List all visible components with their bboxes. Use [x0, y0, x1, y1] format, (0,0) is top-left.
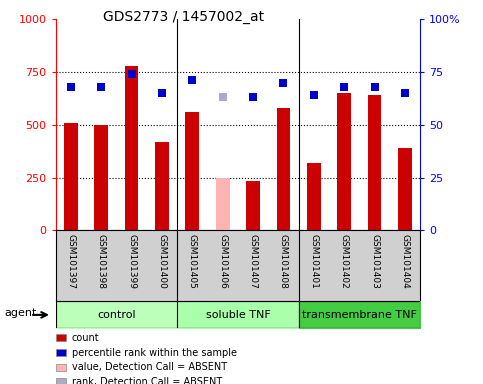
Bar [246, 181, 260, 230]
Bar [277, 108, 290, 230]
Bar [185, 112, 199, 230]
Bar [64, 123, 78, 230]
Text: GSM101404: GSM101404 [400, 234, 410, 289]
Bar [125, 66, 138, 230]
Text: GSM101401: GSM101401 [309, 234, 318, 289]
Text: GSM101405: GSM101405 [188, 234, 197, 289]
Bar [216, 177, 229, 230]
Text: GSM101397: GSM101397 [66, 234, 75, 289]
Text: transmembrane TNF: transmembrane TNF [302, 310, 417, 320]
Bar [307, 163, 321, 230]
Text: percentile rank within the sample: percentile rank within the sample [72, 348, 237, 358]
Bar [368, 95, 382, 230]
Bar [398, 148, 412, 230]
Text: GSM101398: GSM101398 [97, 234, 106, 289]
Text: GSM101399: GSM101399 [127, 234, 136, 289]
Bar [94, 125, 108, 230]
Text: count: count [72, 333, 99, 343]
Text: value, Detection Call = ABSENT: value, Detection Call = ABSENT [72, 362, 227, 372]
Text: soluble TNF: soluble TNF [205, 310, 270, 320]
Text: agent: agent [5, 308, 37, 318]
Text: GSM101408: GSM101408 [279, 234, 288, 289]
Text: rank, Detection Call = ABSENT: rank, Detection Call = ABSENT [72, 377, 222, 384]
Text: GSM101403: GSM101403 [370, 234, 379, 289]
Text: GDS2773 / 1457002_at: GDS2773 / 1457002_at [103, 10, 264, 23]
Text: GSM101407: GSM101407 [249, 234, 257, 289]
Text: GSM101400: GSM101400 [157, 234, 167, 289]
Bar [338, 93, 351, 230]
Bar [155, 142, 169, 230]
Text: control: control [97, 310, 136, 320]
Text: GSM101402: GSM101402 [340, 234, 349, 289]
Text: GSM101406: GSM101406 [218, 234, 227, 289]
